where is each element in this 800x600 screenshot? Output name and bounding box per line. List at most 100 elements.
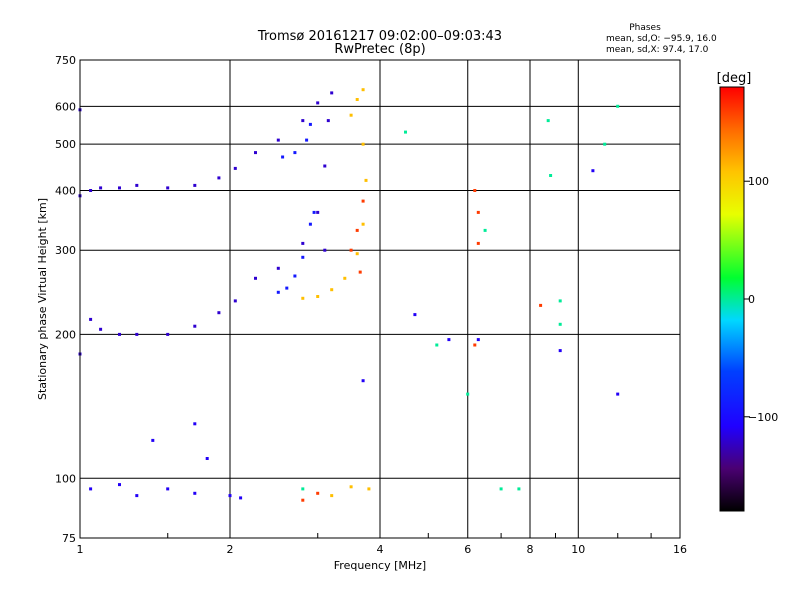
data-point: [349, 485, 353, 489]
data-point: [330, 494, 334, 498]
data-point: [361, 222, 365, 226]
data-point: [367, 487, 371, 491]
colorbar-ticks: 100 0 −100: [744, 175, 778, 424]
axis-layer: 1 2 4 6 8 10 16 75 100 200 300 400 500 600 750: [55, 54, 687, 556]
data-point: [483, 228, 487, 232]
data-point: [301, 498, 305, 502]
data-point: [558, 299, 562, 303]
data-point: [361, 379, 365, 383]
data-point: [316, 210, 320, 214]
data-point: [364, 178, 368, 182]
y-axis-label: Stationary phase Virtual Height [km]: [36, 198, 49, 400]
y-tick-label: 300: [55, 244, 76, 257]
data-point: [323, 164, 327, 168]
colorbar-tick-label: 100: [748, 175, 769, 188]
data-point: [89, 317, 93, 321]
data-point: [308, 222, 312, 226]
data-point: [316, 101, 320, 105]
data-point: [239, 496, 243, 500]
y-tick-label: 75: [62, 532, 76, 545]
x-tick-label: 1: [77, 543, 84, 556]
y-tick-label: 600: [55, 100, 76, 113]
data-point: [118, 483, 121, 487]
data-point: [361, 88, 365, 92]
data-point: [301, 119, 305, 123]
colorbar-tick-label: −100: [748, 411, 778, 424]
data-point: [293, 274, 297, 278]
data-point: [558, 322, 562, 326]
data-point: [276, 138, 280, 142]
data-point: [616, 104, 620, 108]
x-tick-label: 4: [377, 543, 384, 556]
data-point: [476, 241, 480, 245]
data-point: [349, 113, 353, 117]
data-point: [473, 343, 477, 347]
data-point: [301, 296, 305, 300]
colorbar-label: [deg]: [717, 71, 752, 86]
data-point: [89, 189, 93, 192]
data-point: [301, 241, 305, 245]
data-point: [99, 186, 103, 190]
data-point: [193, 422, 197, 426]
data-point: [361, 142, 365, 146]
y-tick-label: 400: [55, 184, 76, 197]
data-point: [193, 491, 197, 495]
plot-frame: [79, 59, 681, 539]
y-tick-label: 200: [55, 328, 76, 341]
data-point: [603, 142, 607, 146]
data-point: [312, 210, 316, 214]
phase-stats-x: mean, sd,X: 97.4, 17.0: [606, 45, 709, 55]
data-point: [591, 169, 595, 173]
data-point: [323, 248, 327, 252]
chart-title: Tromsø 20161217 09:02:00–09:03:43: [257, 29, 502, 44]
data-point: [546, 119, 550, 123]
data-point: [539, 303, 543, 307]
grid-layer: [80, 60, 680, 538]
data-point: [135, 183, 139, 187]
data-point: [217, 176, 221, 180]
data-point: [330, 91, 334, 95]
data-point: [517, 487, 521, 491]
phase-stats-o: mean, sd,O: −95.9, 16.0: [606, 34, 717, 44]
colorbar: [720, 87, 744, 511]
data-point: [466, 392, 470, 396]
data-point: [228, 494, 232, 498]
data-point: [118, 332, 121, 336]
x-tick-label: 6: [464, 543, 471, 556]
data-point: [349, 248, 353, 252]
data-point: [316, 295, 320, 298]
scatter-points: [78, 88, 620, 502]
data-point: [135, 332, 139, 336]
phase-stats-title: Phases: [629, 23, 661, 33]
data-point: [193, 183, 197, 187]
data-point: [361, 199, 365, 203]
data-point: [308, 122, 312, 126]
chart-subtitle: RwPretec (8p): [334, 42, 425, 57]
x-tick-label: 10: [571, 543, 585, 556]
data-point: [358, 270, 362, 274]
data-point: [549, 174, 553, 177]
data-point: [413, 313, 417, 317]
colorbar-tick-label: 0: [748, 293, 755, 306]
data-point: [166, 186, 170, 190]
data-point: [233, 299, 237, 303]
data-point: [193, 324, 197, 328]
y-tick-label: 100: [55, 472, 76, 485]
data-point: [217, 311, 221, 315]
x-tick-label: 2: [227, 543, 234, 556]
x-axis-label: Frequency [MHz]: [334, 559, 426, 572]
data-point: [355, 228, 359, 232]
y-tick-label: 750: [55, 54, 76, 67]
data-point: [447, 338, 451, 342]
data-point: [404, 130, 407, 134]
data-point: [293, 151, 297, 155]
data-point: [233, 166, 237, 170]
data-point: [355, 98, 359, 101]
data-point: [316, 491, 320, 495]
data-point: [435, 343, 439, 347]
x-tick-label: 16: [673, 543, 687, 556]
data-point: [326, 119, 330, 123]
data-point: [205, 457, 209, 460]
data-point: [151, 438, 155, 442]
